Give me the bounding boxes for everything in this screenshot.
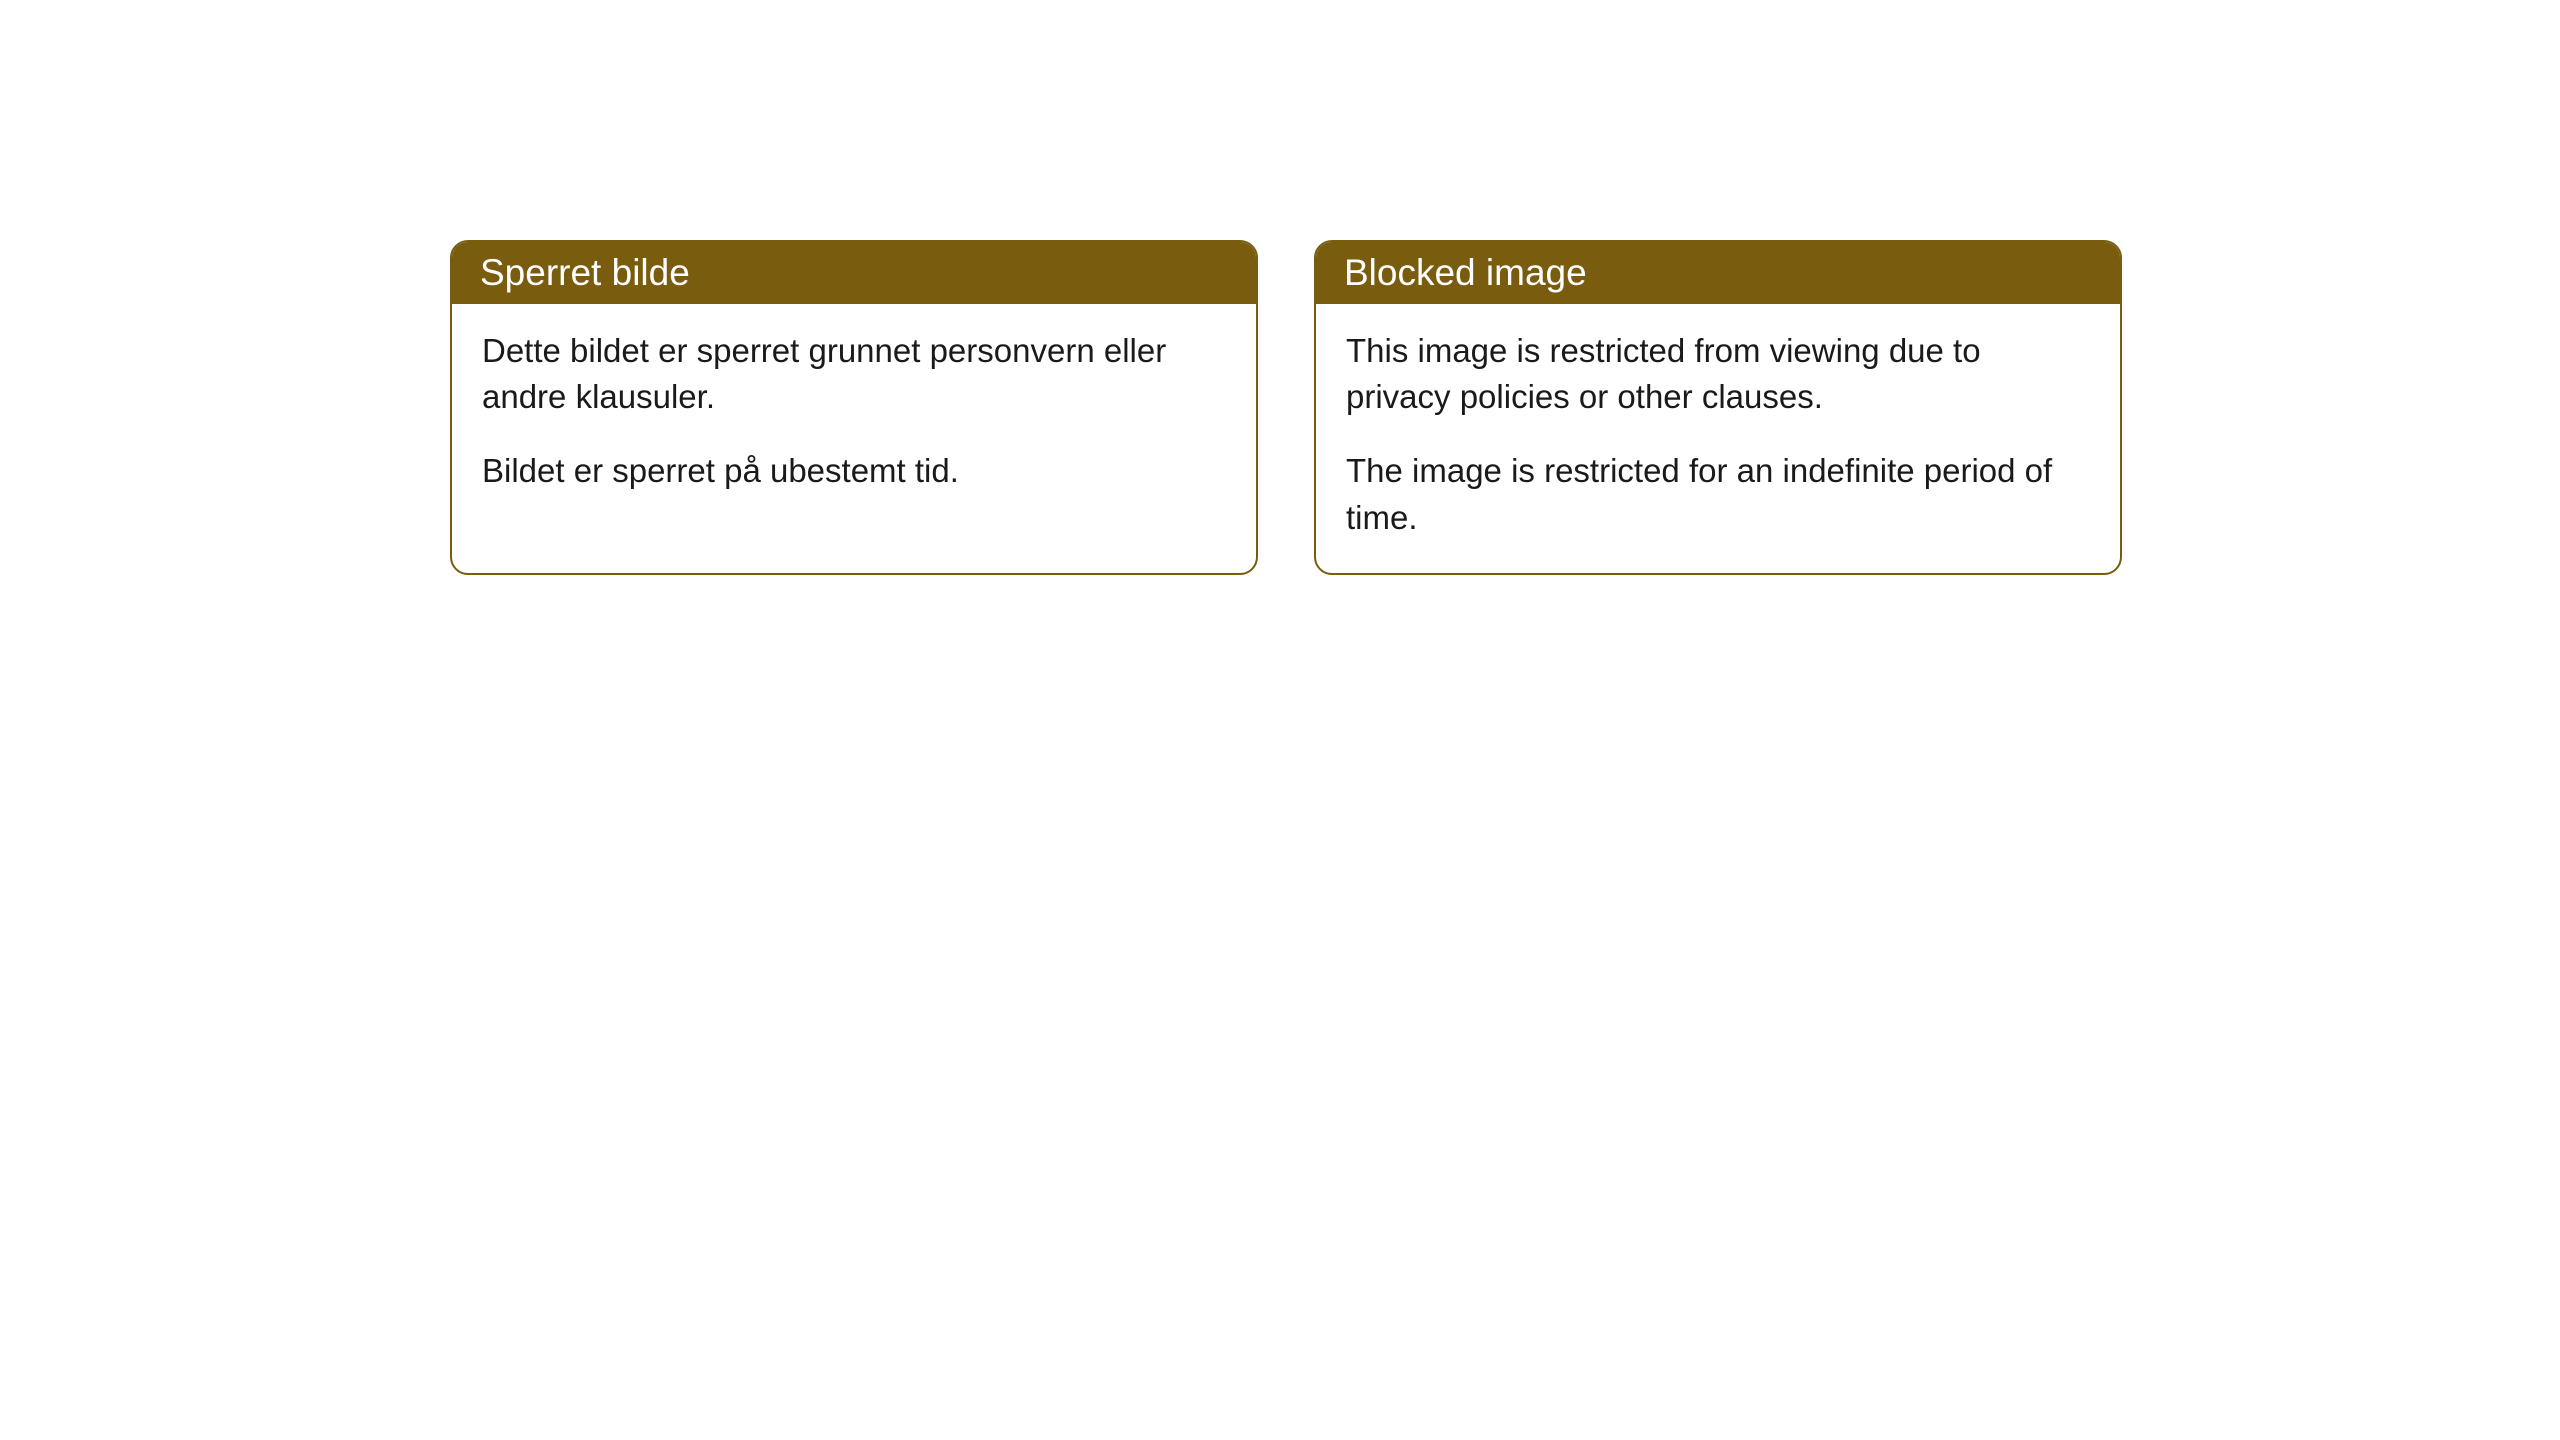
- notice-container: Sperret bilde Dette bildet er sperret gr…: [450, 240, 2122, 575]
- notice-card-norwegian: Sperret bilde Dette bildet er sperret gr…: [450, 240, 1258, 575]
- notice-header-norwegian: Sperret bilde: [452, 242, 1256, 304]
- notice-header-english: Blocked image: [1316, 242, 2120, 304]
- notice-text-english-1: This image is restricted from viewing du…: [1346, 328, 2090, 420]
- notice-text-english-2: The image is restricted for an indefinit…: [1346, 448, 2090, 540]
- notice-text-norwegian-2: Bildet er sperret på ubestemt tid.: [482, 448, 1226, 494]
- notice-body-english: This image is restricted from viewing du…: [1316, 304, 2120, 573]
- notice-text-norwegian-1: Dette bildet er sperret grunnet personve…: [482, 328, 1226, 420]
- notice-body-norwegian: Dette bildet er sperret grunnet personve…: [452, 304, 1256, 527]
- notice-card-english: Blocked image This image is restricted f…: [1314, 240, 2122, 575]
